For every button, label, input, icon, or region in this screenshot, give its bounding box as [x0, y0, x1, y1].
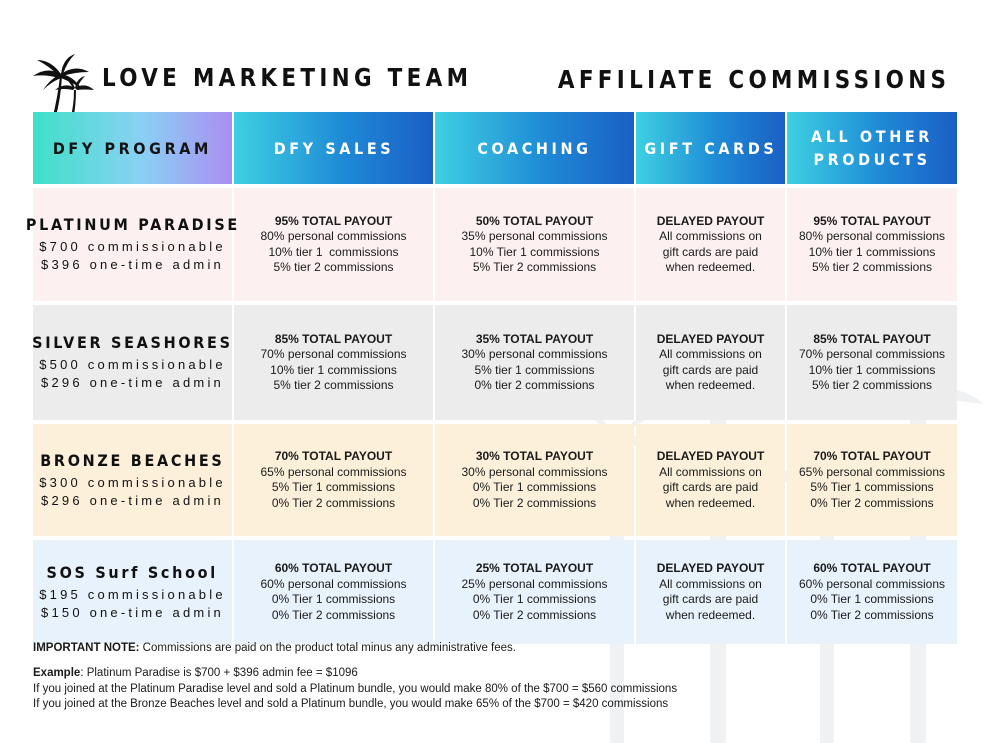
commission-cell: 35% TOTAL PAYOUT 30% personal commission… [435, 305, 634, 420]
commission-cell: 70% TOTAL PAYOUT 65% personal commission… [234, 424, 433, 536]
example-line: If you joined at the Bronze Beaches leve… [33, 698, 669, 710]
commission-cell: DELAYED PAYOUT All commissions on gift c… [636, 540, 785, 644]
commission-cell: 95% TOTAL PAYOUT 80% personal commission… [234, 188, 433, 301]
header-coaching: COACHING [435, 112, 634, 184]
program-name: PLATINUM PARADISE [25, 215, 240, 234]
program-cell-silver: SILVER SEASHORES $500 commissionable $29… [32, 305, 233, 420]
brand-title: LOVE MARKETING TEAM [102, 63, 473, 92]
commission-cell: 60% TOTAL PAYOUT 60% personal commission… [234, 540, 433, 644]
program-name: SOS Surf School [46, 562, 219, 582]
page-title: AFFILIATE COMMISSIONS [557, 65, 950, 94]
commission-cell: 85% TOTAL PAYOUT 70% personal commission… [234, 305, 433, 420]
program-commissionable: $195 commissionable [39, 586, 226, 602]
program-commissionable: $700 commissionable [39, 239, 226, 254]
palm-trees-logo-icon [33, 54, 94, 120]
commission-cell: 25% TOTAL PAYOUT 25% personal commission… [435, 540, 634, 644]
program-admin-fee: $396 one-time admin [41, 257, 224, 272]
program-name: SILVER SEASHORES [32, 333, 233, 352]
program-admin-fee: $296 one-time admin [41, 492, 224, 508]
commission-cell: DELAYED PAYOUT All commissions on gift c… [636, 305, 785, 420]
example-line: Example: Platinum Paradise is $700 + $39… [33, 667, 358, 679]
commission-cell: DELAYED PAYOUT All commissions on gift c… [636, 188, 785, 301]
commission-cell: DELAYED PAYOUT All commissions on gift c… [636, 424, 785, 536]
header-dfy-sales: DFY SALES [234, 112, 433, 184]
program-admin-fee: $296 one-time admin [41, 375, 224, 390]
commissions-table: DFY PROGRAM DFY SALES COACHING GIFT CARD… [25, 112, 957, 644]
program-commissionable: $300 commissionable [39, 474, 226, 490]
program-cell-sos: SOS Surf School $195 commissionable $150… [33, 540, 232, 644]
important-note: IMPORTANT NOTE: Commissions are paid on … [33, 642, 516, 654]
commission-cell: 30% TOTAL PAYOUT 30% personal commission… [435, 424, 634, 536]
program-admin-fee: $150 one-time admin [41, 604, 224, 620]
program-name: BRONZE BEACHES [40, 450, 225, 470]
program-commissionable: $500 commissionable [39, 357, 226, 372]
program-cell-bronze: BRONZE BEACHES $300 commissionable $296 … [33, 424, 232, 536]
program-cell-platinum: PLATINUM PARADISE $700 commissionable $3… [25, 188, 237, 301]
commission-cell: 50% TOTAL PAYOUT 35% personal commission… [435, 188, 634, 301]
commission-cell: 85% TOTAL PAYOUT 70% personal commission… [787, 305, 957, 420]
header-gift-cards: GIFT CARDS [636, 112, 785, 184]
header-dfy-program: DFY PROGRAM [33, 112, 232, 184]
commission-cell: 60% TOTAL PAYOUT 60% personal commission… [787, 540, 957, 644]
commission-cell: 95% TOTAL PAYOUT 80% personal commission… [787, 188, 957, 301]
commission-cell: 70% TOTAL PAYOUT 65% personal commission… [787, 424, 957, 536]
example-line: If you joined at the Platinum Paradise l… [33, 682, 678, 695]
header-all-other-products: ALL OTHER PRODUCTS [787, 112, 957, 184]
notes-section: IMPORTANT NOTE: Commissions are paid on … [33, 642, 677, 713]
